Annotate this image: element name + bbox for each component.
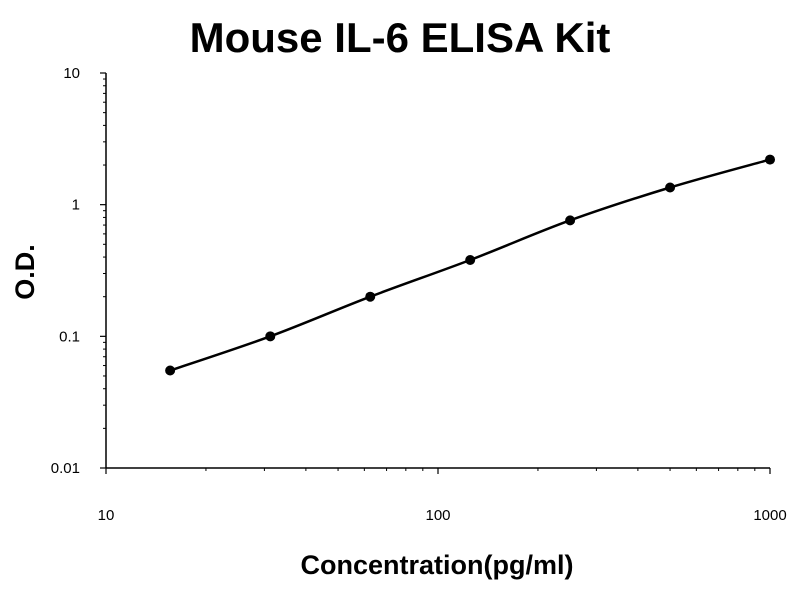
axes [105,73,770,469]
data-point [665,182,676,193]
data-point [565,215,576,226]
y-tick-label: 1 [72,197,80,214]
tick-labels: 10 1 0.1 0.01 10 100 1000 [51,65,787,524]
x-axis-title: Concentration(pg/ml) [301,550,574,580]
data-point [365,291,376,302]
data-series [165,154,775,376]
data-point [165,365,176,376]
y-tick-label: 0.1 [59,328,80,345]
data-point [465,254,476,265]
x-tick-label: 100 [425,507,450,524]
data-point [765,154,775,165]
data-point [265,331,276,342]
x-tick-label: 10 [98,507,115,524]
y-tick-label: 0.01 [51,460,80,477]
series-line [169,158,771,372]
x-tick-label: 1000 [753,507,786,524]
chart-title: Mouse IL-6 ELISA Kit [189,14,611,61]
y-tick-label: 10 [63,65,80,82]
axis-ticks [100,72,771,474]
y-axis-title: O.D. [10,244,40,300]
